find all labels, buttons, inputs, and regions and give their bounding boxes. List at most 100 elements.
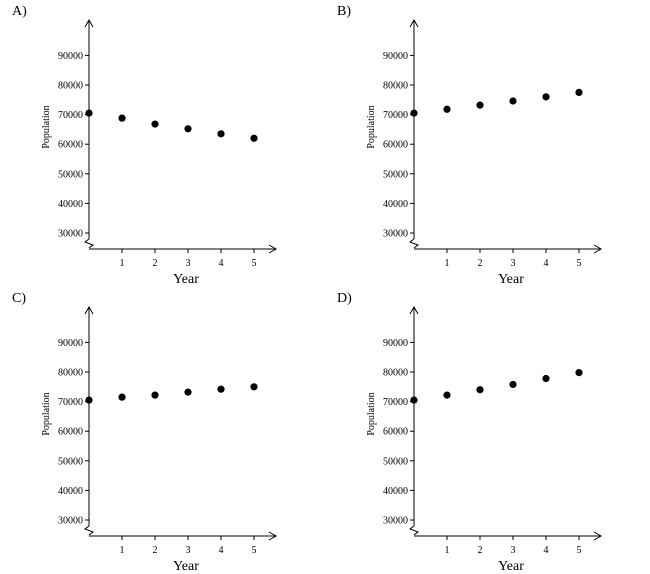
- x-tick-label: 5: [252, 258, 257, 269]
- scatter-plot: 30000 40000 50000 60000 70000 80000 90000 1 2 3 4 5…: [41, 18, 278, 287]
- scatter-plot: 30000 40000 50000 60000 70000 80000 90000 1 2 3 4 5…: [366, 305, 603, 574]
- panel-label: D): [337, 291, 352, 306]
- data-point: [250, 134, 258, 142]
- chart-panel-c: C) 30000 40000 50000 60000 70000 80000 90000 1 2…: [0, 287, 325, 574]
- y-tick-label: 50000: [58, 169, 83, 180]
- data-point: [410, 109, 418, 117]
- x-axis-arrow: [593, 244, 603, 254]
- y-tick-label: 60000: [58, 140, 83, 151]
- y-tick-label: 70000: [383, 110, 408, 121]
- data-point: [151, 120, 159, 128]
- x-tick-label: 4: [219, 258, 224, 269]
- x-axis-arrow: [593, 531, 603, 541]
- y-tick-label: 30000: [383, 229, 408, 240]
- y-tick-label: 80000: [58, 368, 83, 379]
- data-point: [443, 391, 451, 399]
- y-tick-label: 80000: [383, 368, 408, 379]
- y-tick-label: 30000: [383, 516, 408, 527]
- x-axis-label: Year: [173, 559, 199, 574]
- y-tick-label: 90000: [58, 338, 83, 349]
- data-point: [85, 109, 93, 117]
- x-tick-label: 2: [153, 545, 158, 556]
- data-point: [542, 93, 550, 101]
- x-axis-label: Year: [498, 559, 524, 574]
- x-tick-label: 4: [544, 545, 549, 556]
- data-point: [217, 130, 225, 138]
- y-axis-break: [83, 238, 95, 249]
- x-axis-label: Year: [173, 272, 199, 287]
- y-tick-label: 40000: [383, 486, 408, 497]
- x-tick-label: 3: [511, 258, 516, 269]
- y-axis-label: Population: [41, 392, 52, 435]
- y-tick-label: 40000: [58, 486, 83, 497]
- y-tick-label: 80000: [58, 81, 83, 92]
- y-tick-label: 40000: [58, 199, 83, 210]
- x-tick-label: 2: [478, 545, 483, 556]
- y-tick-label: 40000: [383, 199, 408, 210]
- data-point: [118, 114, 126, 122]
- y-axis-label: Population: [41, 105, 52, 148]
- y-tick-label: 50000: [58, 456, 83, 467]
- data-point: [250, 383, 258, 391]
- data-point: [509, 97, 517, 105]
- y-axis-label: Population: [366, 105, 377, 148]
- data-point: [151, 391, 159, 399]
- data-point: [476, 386, 484, 394]
- x-tick-label: 5: [577, 545, 582, 556]
- scatter-plot: 30000 40000 50000 60000 70000 80000 90000 1 2 3 4 5…: [366, 18, 603, 287]
- data-point: [476, 101, 484, 109]
- x-tick-label: 3: [186, 545, 191, 556]
- data-point: [184, 125, 192, 133]
- data-point: [443, 105, 451, 113]
- x-tick-label: 4: [544, 258, 549, 269]
- y-axis-arrow: [409, 305, 419, 315]
- data-point: [184, 388, 192, 396]
- y-axis-arrow: [409, 18, 419, 28]
- data-point: [542, 374, 550, 383]
- y-tick-label: 50000: [383, 456, 408, 467]
- x-tick-label: 4: [219, 545, 224, 556]
- y-axis-arrow: [84, 18, 94, 28]
- y-tick-label: 90000: [383, 338, 408, 349]
- y-tick-label: 90000: [58, 51, 83, 62]
- chart-panel-d: D) 30000 40000 50000 60000 70000 80000 90000 1 2…: [325, 287, 650, 574]
- y-axis-break: [408, 525, 420, 536]
- y-axis-break: [83, 525, 95, 536]
- y-tick-label: 70000: [58, 110, 83, 121]
- data-point: [217, 385, 225, 393]
- x-tick-label: 1: [445, 258, 450, 269]
- y-tick-label: 50000: [383, 169, 408, 180]
- y-tick-label: 60000: [58, 427, 83, 438]
- scatter-plot: 30000 40000 50000 60000 70000 80000 90000 1 2 3 4 5…: [41, 305, 278, 574]
- x-tick-label: 2: [153, 258, 158, 269]
- data-point: [575, 88, 583, 96]
- panel-label: C): [12, 291, 26, 306]
- x-axis-arrow: [268, 244, 278, 254]
- x-tick-label: 1: [120, 258, 125, 269]
- x-tick-label: 5: [252, 545, 257, 556]
- chart-panel-b: B) 30000 40000 50000 60000 70000 80000 90000 1 2…: [325, 0, 650, 287]
- x-tick-label: 5: [577, 258, 582, 269]
- x-tick-label: 3: [511, 545, 516, 556]
- y-tick-label: 60000: [383, 427, 408, 438]
- y-tick-label: 90000: [383, 51, 408, 62]
- x-tick-label: 3: [186, 258, 191, 269]
- panel-label: B): [337, 4, 351, 19]
- x-axis-label: Year: [498, 272, 524, 287]
- y-axis-break: [408, 238, 420, 249]
- data-point: [85, 396, 93, 404]
- y-axis-arrow: [84, 305, 94, 315]
- y-tick-label: 60000: [383, 140, 408, 151]
- data-point: [118, 393, 126, 401]
- y-tick-label: 70000: [58, 397, 83, 408]
- data-point: [575, 368, 583, 377]
- x-tick-label: 1: [120, 545, 125, 556]
- y-tick-label: 80000: [383, 81, 408, 92]
- data-point: [509, 380, 517, 389]
- x-axis-arrow: [268, 531, 278, 541]
- panel-label: A): [12, 4, 27, 19]
- y-tick-label: 30000: [58, 516, 83, 527]
- chart-panel-a: A) 30000 40000 50000 60000 70000 80000 90000 1 2…: [0, 0, 325, 287]
- y-axis-label: Population: [366, 392, 377, 435]
- y-tick-label: 30000: [58, 229, 83, 240]
